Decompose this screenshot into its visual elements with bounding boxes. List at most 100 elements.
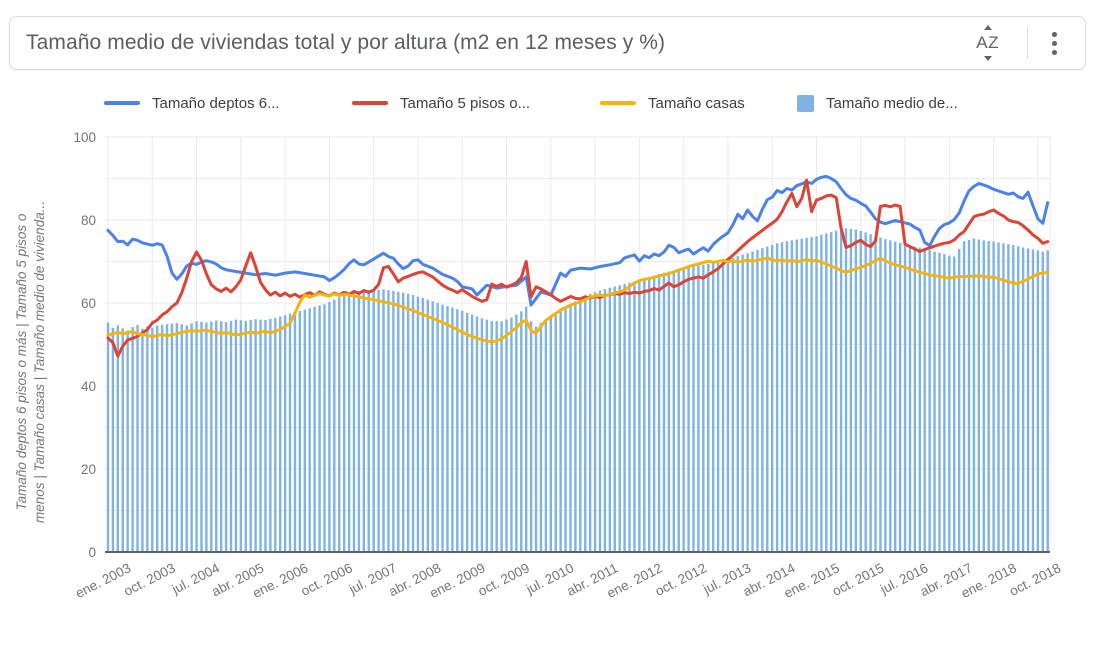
bar bbox=[790, 240, 794, 552]
legend-line-swatch bbox=[600, 101, 636, 105]
bar bbox=[800, 238, 803, 553]
bar bbox=[948, 255, 951, 552]
bar bbox=[889, 240, 892, 552]
bar bbox=[141, 328, 144, 552]
x-tick-label: oct. 2018 bbox=[1007, 560, 1063, 599]
legend-item-tamano-medio: Tamaño medio de... bbox=[797, 92, 958, 114]
bar bbox=[475, 316, 479, 552]
bar bbox=[510, 317, 513, 552]
bar bbox=[864, 232, 867, 552]
bar bbox=[106, 322, 110, 552]
bar bbox=[1036, 250, 1040, 552]
bar bbox=[377, 289, 380, 552]
bar bbox=[849, 228, 853, 553]
kebab-dot-icon bbox=[1052, 49, 1057, 55]
bar bbox=[569, 303, 572, 552]
bar bbox=[657, 273, 661, 552]
bar bbox=[500, 321, 503, 552]
bar bbox=[854, 229, 858, 553]
bar bbox=[426, 299, 429, 552]
bar bbox=[1021, 247, 1025, 552]
bar bbox=[470, 314, 474, 552]
bar bbox=[347, 293, 351, 552]
bar bbox=[456, 309, 459, 552]
bar bbox=[756, 249, 759, 552]
bar bbox=[588, 293, 592, 552]
bar bbox=[652, 275, 656, 552]
bar bbox=[244, 320, 247, 552]
bar bbox=[387, 290, 390, 552]
bar bbox=[200, 321, 203, 552]
bar bbox=[859, 230, 862, 552]
bar bbox=[136, 324, 139, 552]
bar bbox=[539, 322, 543, 552]
bar bbox=[638, 279, 641, 552]
sort-descending-arrow-icon bbox=[983, 56, 992, 61]
bar bbox=[603, 289, 607, 552]
legend-label: Tamaño 5 pisos o... bbox=[400, 94, 531, 112]
bar bbox=[156, 325, 159, 552]
bar bbox=[780, 242, 784, 552]
bar bbox=[215, 320, 218, 552]
bar bbox=[805, 237, 808, 552]
bar bbox=[160, 324, 164, 552]
bar bbox=[923, 248, 926, 552]
bar bbox=[874, 235, 877, 552]
bar bbox=[795, 239, 798, 552]
bar bbox=[977, 239, 981, 552]
y-tick-label: 20 bbox=[81, 462, 96, 477]
bar bbox=[431, 301, 434, 552]
bar bbox=[126, 330, 129, 552]
bar bbox=[529, 321, 533, 552]
bar bbox=[549, 316, 552, 552]
bar bbox=[953, 256, 956, 552]
more-options-button[interactable] bbox=[1042, 24, 1067, 63]
bar bbox=[342, 295, 346, 552]
y-tick-label: 80 bbox=[81, 213, 96, 228]
y-tick-label: 0 bbox=[88, 545, 96, 560]
bar bbox=[559, 308, 562, 552]
bar bbox=[406, 293, 410, 552]
bar bbox=[844, 228, 848, 553]
bar bbox=[943, 254, 946, 552]
bar bbox=[633, 281, 636, 552]
header-divider bbox=[1027, 27, 1028, 59]
bar bbox=[933, 251, 936, 553]
bar bbox=[495, 321, 498, 552]
x-tick-label: oct. 2015 bbox=[830, 560, 886, 599]
legend-line-swatch bbox=[104, 101, 140, 105]
bar bbox=[766, 246, 769, 552]
bar bbox=[771, 244, 774, 552]
bar bbox=[323, 304, 326, 552]
bar bbox=[869, 234, 872, 553]
kebab-dot-icon bbox=[1052, 40, 1057, 46]
bar bbox=[810, 237, 813, 552]
bar bbox=[333, 299, 336, 552]
bar bbox=[279, 316, 282, 552]
bar bbox=[392, 290, 395, 552]
bar bbox=[234, 319, 238, 552]
bar bbox=[834, 230, 838, 553]
bar bbox=[111, 327, 115, 552]
x-tick-label: oct. 2006 bbox=[298, 560, 354, 599]
bar bbox=[962, 241, 966, 553]
bar bbox=[283, 315, 287, 552]
bar bbox=[210, 321, 213, 552]
legend-label: Tamaño deptos 6... bbox=[152, 94, 280, 112]
bar bbox=[544, 320, 548, 552]
sort-az-button[interactable]: AZ bbox=[962, 23, 1013, 63]
bar bbox=[662, 272, 666, 552]
bar bbox=[224, 322, 228, 552]
bar bbox=[382, 289, 385, 552]
bar bbox=[505, 319, 508, 552]
bar bbox=[338, 297, 341, 552]
header-actions: AZ bbox=[962, 23, 1067, 63]
bar bbox=[623, 283, 626, 552]
bar bbox=[721, 261, 725, 552]
bar bbox=[269, 318, 272, 552]
bar bbox=[146, 326, 149, 552]
bar bbox=[328, 301, 331, 552]
bar bbox=[928, 250, 931, 552]
bar bbox=[254, 319, 257, 552]
bar bbox=[574, 301, 577, 552]
